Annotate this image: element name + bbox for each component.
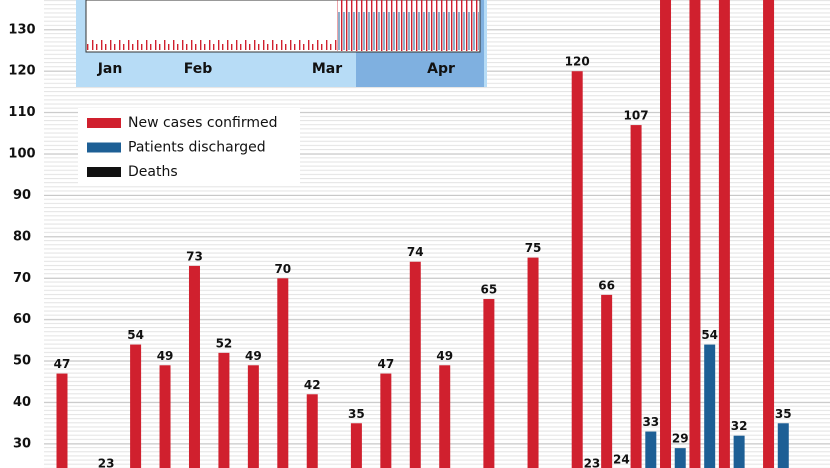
value-label: 47 (377, 357, 394, 371)
inset-month: Jan (97, 61, 123, 77)
legend-swatch (87, 167, 121, 177)
bar (689, 0, 701, 468)
value-label: 52 (216, 336, 233, 350)
bar (763, 0, 775, 468)
bar (483, 299, 495, 468)
bar (645, 431, 657, 468)
value-label: 35 (775, 407, 792, 421)
value-label: 54 (701, 328, 718, 342)
value-label: 49 (157, 349, 174, 363)
bar (777, 423, 789, 468)
value-label: 24 (613, 452, 630, 466)
inset-month: Apr (427, 61, 455, 77)
legend: New cases confirmed Patients discharged De… (78, 108, 300, 186)
legend-swatch (87, 118, 121, 128)
y-tick-label: 100 (8, 147, 35, 162)
bar (380, 373, 392, 468)
y-tick-label: 120 (8, 64, 35, 79)
inset: Jan Feb Mar Apr (76, 0, 487, 87)
inset-bars (337, 0, 479, 51)
value-label: 23 (584, 456, 601, 468)
bar (409, 261, 421, 468)
bar (601, 294, 613, 468)
y-tick-label: 90 (13, 188, 31, 203)
legend-label: Patients discharged (128, 140, 266, 156)
value-label: 23 (98, 456, 115, 468)
value-label: 29 (672, 432, 689, 446)
value-label: 33 (642, 415, 659, 429)
bar (130, 344, 142, 468)
bar (306, 394, 318, 468)
inset-bars (87, 2, 337, 51)
y-tick-label: 110 (8, 105, 35, 120)
value-label: 35 (348, 407, 365, 421)
value-label: 32 (731, 419, 748, 433)
value-label: 73 (186, 249, 203, 263)
y-tick-label: 80 (13, 229, 31, 244)
y-tick-label: 40 (13, 395, 31, 410)
bar (159, 365, 171, 468)
inset-month: Mar (312, 61, 342, 77)
bar (218, 352, 230, 468)
value-label: 49 (245, 349, 262, 363)
value-label: 74 (407, 245, 424, 259)
bar (527, 257, 539, 468)
value-label: 75 (525, 241, 542, 255)
bar (733, 435, 745, 468)
bar (439, 365, 451, 468)
inset-month: Feb (184, 61, 213, 77)
value-label: 47 (54, 357, 71, 371)
bar (674, 448, 686, 468)
value-label: 66 (598, 278, 615, 292)
legend-label: New cases confirmed (128, 115, 278, 131)
bar (718, 0, 730, 468)
y-tick-label: 130 (8, 22, 35, 37)
value-label: 49 (436, 349, 453, 363)
value-label: 42 (304, 378, 321, 392)
y-tick-label: 70 (13, 271, 31, 286)
y-tick-label: 30 (13, 436, 31, 451)
y-tick-label: 60 (13, 312, 31, 327)
value-label: 65 (481, 283, 498, 297)
bar (660, 0, 672, 468)
legend-swatch (87, 142, 121, 153)
bar (277, 278, 289, 468)
bar (571, 71, 583, 468)
bars: 47 23 54 49 73 52 49 70 42 35 47 74 49 65 75 120 66 107 23… (54, 0, 792, 468)
bar (247, 365, 259, 468)
bar (56, 373, 68, 468)
legend-label: Deaths (128, 164, 178, 180)
y-tick-label: 50 (13, 354, 31, 369)
bar (704, 344, 716, 468)
value-label: 120 (565, 55, 590, 69)
value-label: 54 (127, 328, 144, 342)
bar (630, 125, 642, 468)
value-label: 107 (624, 109, 649, 123)
bar (350, 423, 362, 468)
value-label: 70 (274, 262, 291, 276)
bar (188, 265, 200, 468)
